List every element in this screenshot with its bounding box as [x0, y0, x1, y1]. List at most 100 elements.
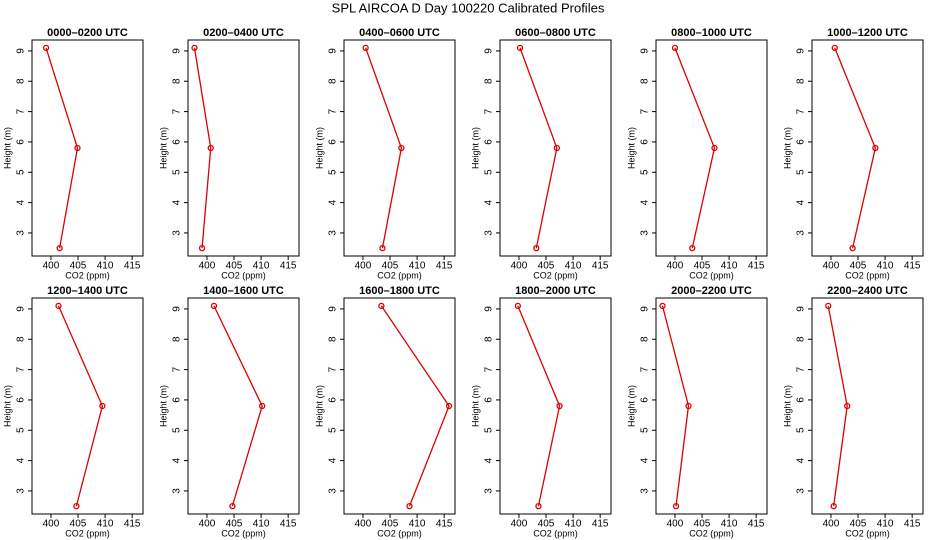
y-axis-label: Height (m): [314, 127, 324, 169]
y-tick-label: 3: [328, 230, 339, 236]
y-tick-label: 5: [172, 169, 183, 175]
data-point: [849, 244, 856, 252]
x-tick-label: 405: [226, 519, 243, 530]
data-point: [514, 302, 522, 310]
x-axis-label: CO2 (ppm): [689, 270, 734, 280]
data-point: [74, 144, 81, 152]
page-title: SPL AIRCOA D Day 100220 Calibrated Profi…: [332, 0, 605, 15]
y-tick-label: 9: [796, 48, 807, 54]
data-point: [99, 402, 106, 410]
plot-frame: [31, 39, 144, 257]
y-tick-label: 9: [484, 48, 495, 54]
y-tick-label: 5: [16, 169, 27, 175]
x-tick-label: 415: [124, 519, 141, 530]
y-tick-label: 4: [328, 199, 339, 205]
data-point: [379, 244, 386, 252]
data-point: [42, 44, 50, 52]
x-tick-label: 410: [253, 519, 270, 530]
y-tick-label: 4: [172, 199, 183, 205]
y-axis-label: Height (m): [314, 385, 324, 427]
x-tick-label: 410: [97, 519, 114, 530]
profile-line: [57, 305, 104, 507]
y-axis-label: Height (m): [2, 385, 12, 427]
y-tick-label: 9: [328, 48, 339, 54]
panel-title: 0000–0200 UTC: [47, 27, 128, 39]
plot-frame: [31, 297, 144, 515]
x-tick-label: 405: [70, 519, 87, 530]
profile-line: [517, 305, 561, 507]
y-tick-label: 7: [796, 108, 807, 114]
x-tick-label: 415: [748, 261, 765, 272]
y-tick-label: 6: [172, 397, 183, 403]
plot-frame: [343, 297, 456, 515]
x-axis-label: CO2 (ppm): [533, 528, 578, 538]
x-tick-label: 400: [43, 261, 60, 272]
y-tick-label: 4: [640, 457, 651, 463]
data-point: [831, 44, 838, 52]
x-axis-label: CO2 (ppm): [221, 528, 266, 538]
data-point: [191, 44, 198, 52]
y-tick-label: 9: [640, 306, 651, 312]
y-tick-label: 3: [16, 230, 27, 236]
panel-title: 1000–1200 UTC: [827, 27, 908, 39]
y-tick-label: 4: [328, 457, 339, 463]
data-point: [210, 302, 218, 310]
y-tick-label: 7: [484, 366, 495, 372]
y-tick-label: 6: [16, 397, 27, 403]
x-tick-label: 405: [70, 261, 87, 272]
data-point: [830, 502, 837, 510]
data-point: [872, 144, 879, 152]
data-point: [556, 402, 563, 410]
y-tick-label: 6: [796, 139, 807, 145]
y-tick-label: 5: [328, 169, 339, 175]
panel-title: 1200–1400 UTC: [47, 285, 128, 297]
profile-line: [365, 47, 403, 249]
panel-title: 2000–2200 UTC: [671, 285, 752, 297]
panel-title: 0200–0400 UTC: [203, 27, 284, 39]
x-axis-label: CO2 (ppm): [689, 528, 734, 538]
x-tick-label: 400: [823, 261, 840, 272]
y-tick-label: 4: [16, 457, 27, 463]
y-tick-label: 5: [484, 169, 495, 175]
y-tick-label: 5: [484, 427, 495, 433]
data-point: [56, 244, 63, 252]
data-point: [685, 402, 692, 410]
y-tick-label: 3: [796, 488, 807, 494]
data-point: [198, 244, 206, 252]
x-tick-label: 415: [436, 519, 453, 530]
profile-line: [193, 47, 212, 249]
y-tick-label: 8: [640, 336, 651, 342]
x-tick-label: 400: [667, 261, 684, 272]
x-tick-label: 415: [436, 261, 453, 272]
data-point: [825, 302, 832, 310]
profile-line: [674, 47, 716, 249]
y-tick-label: 8: [172, 336, 183, 342]
data-point: [207, 144, 214, 152]
y-tick-label: 8: [328, 78, 339, 84]
x-tick-label: 400: [355, 519, 372, 530]
x-tick-label: 410: [565, 519, 582, 530]
x-tick-label: 410: [409, 519, 426, 530]
y-tick-label: 5: [640, 169, 651, 175]
y-tick-label: 8: [484, 336, 495, 342]
x-tick-label: 410: [877, 261, 894, 272]
y-tick-label: 5: [328, 427, 339, 433]
data-point: [659, 302, 666, 310]
x-tick-label: 405: [694, 519, 711, 530]
x-tick-label: 405: [694, 261, 711, 272]
panel-title: 0600–0800 UTC: [515, 27, 596, 39]
y-tick-label: 8: [172, 78, 183, 84]
profile-line: [380, 305, 450, 507]
x-tick-label: 415: [592, 519, 609, 530]
y-axis-label: Height (m): [158, 127, 168, 169]
data-point: [378, 302, 385, 310]
y-tick-label: 6: [640, 397, 651, 403]
data-point: [553, 144, 561, 152]
y-tick-label: 6: [172, 139, 183, 145]
plot-frame: [655, 39, 768, 257]
data-point: [516, 44, 524, 52]
y-tick-label: 5: [16, 427, 27, 433]
profile-line: [213, 305, 263, 507]
